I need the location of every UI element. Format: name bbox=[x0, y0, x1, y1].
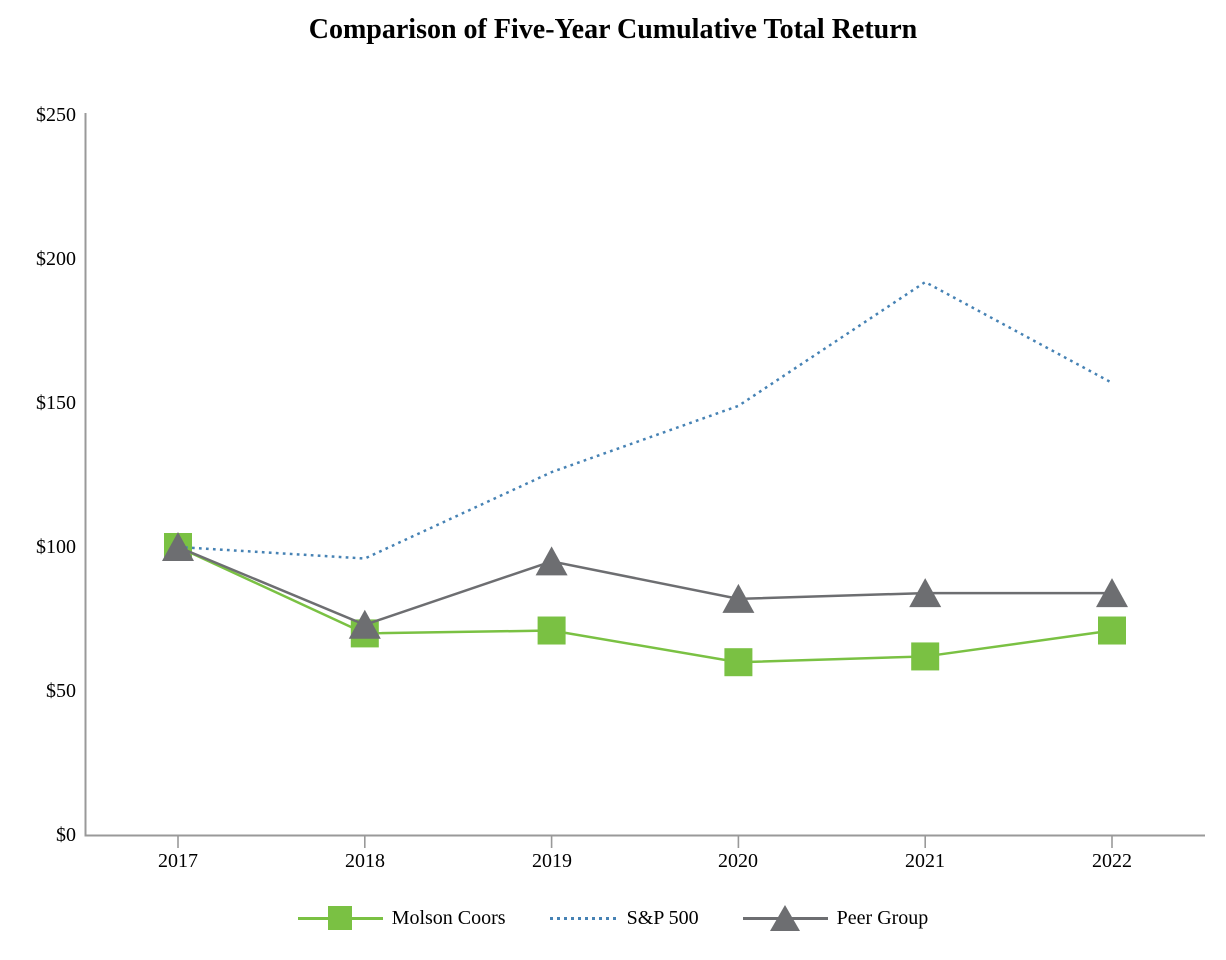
x-tick-label-2022: 2022 bbox=[1092, 850, 1132, 872]
x-tick-label-2019: 2019 bbox=[532, 850, 572, 872]
molson-coors-line-marker-icon bbox=[297, 903, 383, 933]
peer-group-line-marker-icon bbox=[742, 903, 828, 933]
legend-label-peer-group: Peer Group bbox=[836, 906, 929, 929]
x-tick-label-2020: 2020 bbox=[718, 850, 758, 872]
y-tick-label-250: $250 bbox=[36, 104, 76, 126]
y-tick-label-200: $200 bbox=[36, 248, 76, 270]
legend: Molson Coors S&P 500 Peer Group bbox=[0, 903, 1226, 933]
x-tick-label-2018: 2018 bbox=[345, 850, 385, 872]
legend-item-sp500: S&P 500 bbox=[549, 903, 699, 933]
legend-label-molson-coors: Molson Coors bbox=[391, 906, 506, 929]
x-tick-label-2021: 2021 bbox=[905, 850, 945, 872]
y-tick-label-100: $100 bbox=[36, 536, 76, 558]
sp500-dotted-line-icon bbox=[549, 903, 618, 933]
y-tick-label-0: $0 bbox=[56, 824, 76, 846]
y-tick-label-50: $50 bbox=[46, 680, 76, 702]
chart-title: Comparison of Five-Year Cumulative Total… bbox=[308, 14, 918, 45]
legend-label-sp500: S&P 500 bbox=[626, 906, 699, 929]
legend-item-molson-coors: Molson Coors bbox=[297, 903, 506, 933]
x-tick-label-2017: 2017 bbox=[158, 850, 198, 872]
legend-item-peer-group: Peer Group bbox=[742, 903, 929, 933]
y-tick-label-150: $150 bbox=[36, 392, 76, 414]
